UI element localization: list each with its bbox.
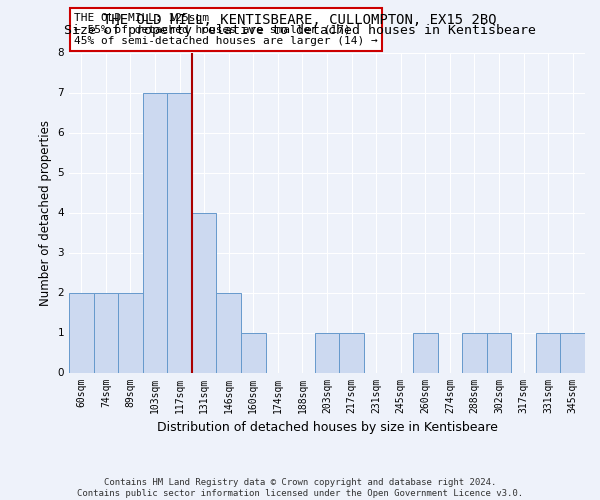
Bar <box>462 332 487 372</box>
Text: Contains HM Land Registry data © Crown copyright and database right 2024.
Contai: Contains HM Land Registry data © Crown c… <box>77 478 523 498</box>
Bar <box>217 292 241 372</box>
Bar <box>413 332 437 372</box>
Bar <box>339 332 364 372</box>
Bar <box>143 92 167 372</box>
Bar <box>94 292 118 372</box>
Bar <box>192 212 217 372</box>
Text: THE OLD MILL, KENTISBEARE, CULLOMPTON, EX15 2BQ: THE OLD MILL, KENTISBEARE, CULLOMPTON, E… <box>103 12 497 26</box>
X-axis label: Distribution of detached houses by size in Kentisbeare: Distribution of detached houses by size … <box>157 421 497 434</box>
Text: Size of property relative to detached houses in Kentisbeare: Size of property relative to detached ho… <box>64 24 536 37</box>
Bar <box>118 292 143 372</box>
Bar <box>560 332 585 372</box>
Bar <box>487 332 511 372</box>
Bar <box>69 292 94 372</box>
Bar <box>536 332 560 372</box>
Bar <box>241 332 266 372</box>
Bar <box>315 332 339 372</box>
Text: THE OLD MILL: 125sqm
← 55% of detached houses are smaller (17)
45% of semi-detac: THE OLD MILL: 125sqm ← 55% of detached h… <box>74 13 378 46</box>
Y-axis label: Number of detached properties: Number of detached properties <box>39 120 52 306</box>
Bar <box>167 92 192 372</box>
